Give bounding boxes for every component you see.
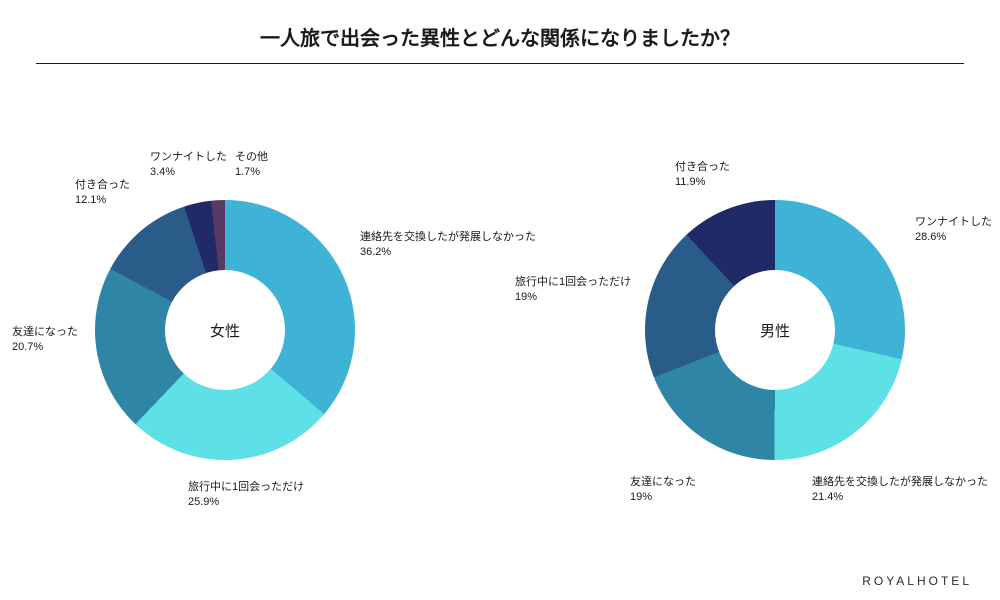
donut-male: 男性 — [645, 200, 905, 460]
slice-label-pct: 1.7% — [235, 165, 268, 180]
slice-label-female-4: ワンナイトした 3.4% — [150, 150, 227, 180]
slice-label-female-3: 付き合った 12.1% — [75, 178, 130, 208]
slice-label-text: 旅行中に1回会っただけ — [515, 276, 631, 288]
donut-female: 女性 — [95, 200, 355, 460]
footer-text: ROYALHOTEL — [862, 574, 972, 588]
slice-label-pct: 19% — [630, 490, 696, 505]
charts-row: 女性連絡先を交換したが発展しなかった36.2%旅行中に1回会っただけ25.9%友… — [0, 80, 1000, 550]
page-title: 一人旅で出会った異性とどんな関係になりましたか？ — [0, 0, 1000, 51]
slice-label-pct: 19% — [515, 290, 631, 305]
chart-male: 男性 ワンナイトした 28.6% 連絡先を交換したが発展しなかった 21.4% 友達になっ… — [500, 80, 1000, 550]
donut-center-male: 男性 — [715, 270, 835, 390]
slice-label-pct: 3.4% — [150, 165, 227, 180]
slice-label-text: 友達になった — [630, 476, 696, 488]
slice-label-text: 付き合った — [75, 179, 130, 191]
slice-label-pct: 11.9% — [675, 175, 730, 190]
slice-label-pct: 20.7% — [12, 340, 78, 355]
slice-label-text: 連絡先を交換したが発展しなかった — [812, 476, 988, 488]
slice-label-female-5: その他 1.7% — [235, 150, 268, 180]
slice-label-pct: 12.1% — [75, 193, 130, 208]
slice-label-male-4: 付き合った 11.9% — [675, 160, 730, 190]
slice-label-text: 友達になった — [12, 326, 78, 338]
slice-label-text: ワンナイトした — [915, 216, 992, 228]
slice-label-pct: 25.9% — [188, 495, 304, 510]
slice-label-male-1: 連絡先を交換したが発展しなかった 21.4% — [812, 475, 988, 505]
slice-label-male-3: 旅行中に1回会っただけ 19% — [515, 275, 631, 305]
donut-center-female: 女性 — [165, 270, 285, 390]
slice-label-male-2: 友達になった 19% — [630, 475, 696, 505]
title-text: 一人旅で出会った異性とどんな関係になりましたか？ — [260, 28, 740, 50]
slice-label-pct: 28.6% — [915, 230, 992, 245]
slice-label-female-1: 旅行中に1回会っただけ 25.9% — [188, 480, 304, 510]
footer-brand: ROYALHOTEL — [862, 574, 972, 588]
title-underline — [36, 63, 964, 64]
slice-label-pct: 21.4% — [812, 490, 988, 505]
slice-label-text: 旅行中に1回会っただけ — [188, 481, 304, 493]
slice-label-text: その他 — [235, 151, 268, 163]
chart-female: 女性連絡先を交換したが発展しなかった36.2%旅行中に1回会っただけ25.9%友… — [0, 80, 500, 550]
slice-label-text: 付き合った — [675, 161, 730, 173]
slice-label-text: ワンナイトした — [150, 151, 227, 163]
slice-label-female-2: 友達になった 20.7% — [12, 325, 78, 355]
slice-label-male-0: ワンナイトした 28.6% — [915, 215, 992, 245]
